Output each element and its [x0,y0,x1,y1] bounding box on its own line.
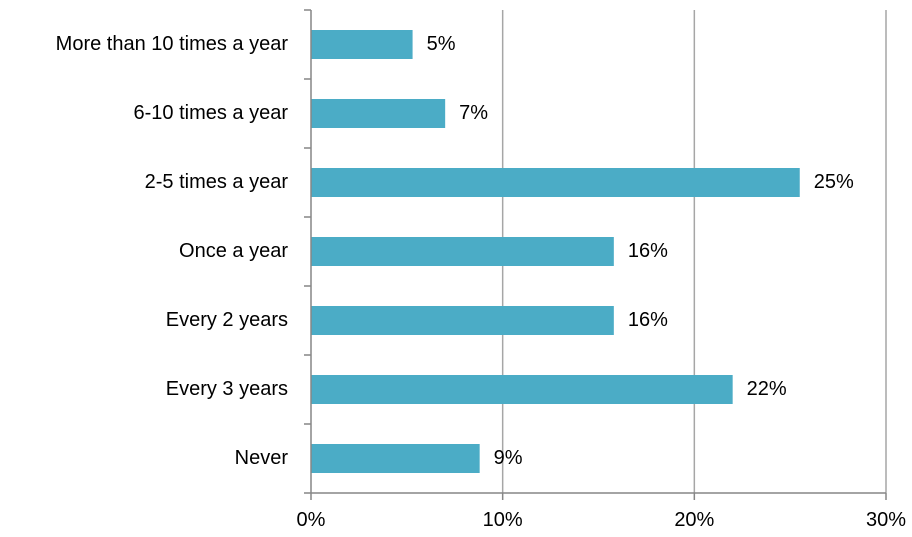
data-label-3: 16% [628,240,668,262]
data-label-2: 25% [814,171,854,193]
category-label-4: Every 2 years [166,309,288,331]
x-tick-label-0: 0% [297,509,326,531]
x-tick-label-10: 10% [483,509,523,531]
bars [311,30,800,473]
category-label-1: 6-10 times a year [133,102,288,124]
bar-6 [311,444,480,473]
category-label-6: Never [235,447,289,469]
bar-0 [311,30,413,59]
data-label-5: 22% [747,378,787,400]
data-label-0: 5% [427,33,456,55]
axes [304,9,887,500]
bar-5 [311,375,733,404]
category-label-2: 2-5 times a year [145,171,289,193]
category-label-3: Once a year [179,240,288,262]
data-label-4: 16% [628,309,668,331]
category-label-0: More than 10 times a year [56,33,289,55]
bar-1 [311,99,446,128]
data-label-1: 7% [459,102,488,124]
labels: More than 10 times a year 5% 6-10 times a … [56,33,907,531]
bar-3 [311,237,614,266]
bar-2 [311,168,800,197]
data-label-6: 9% [494,447,523,469]
bar-4 [311,306,614,335]
x-tick-label-20: 20% [674,509,714,531]
x-tick-label-30: 30% [866,509,906,531]
category-label-5: Every 3 years [166,378,288,400]
